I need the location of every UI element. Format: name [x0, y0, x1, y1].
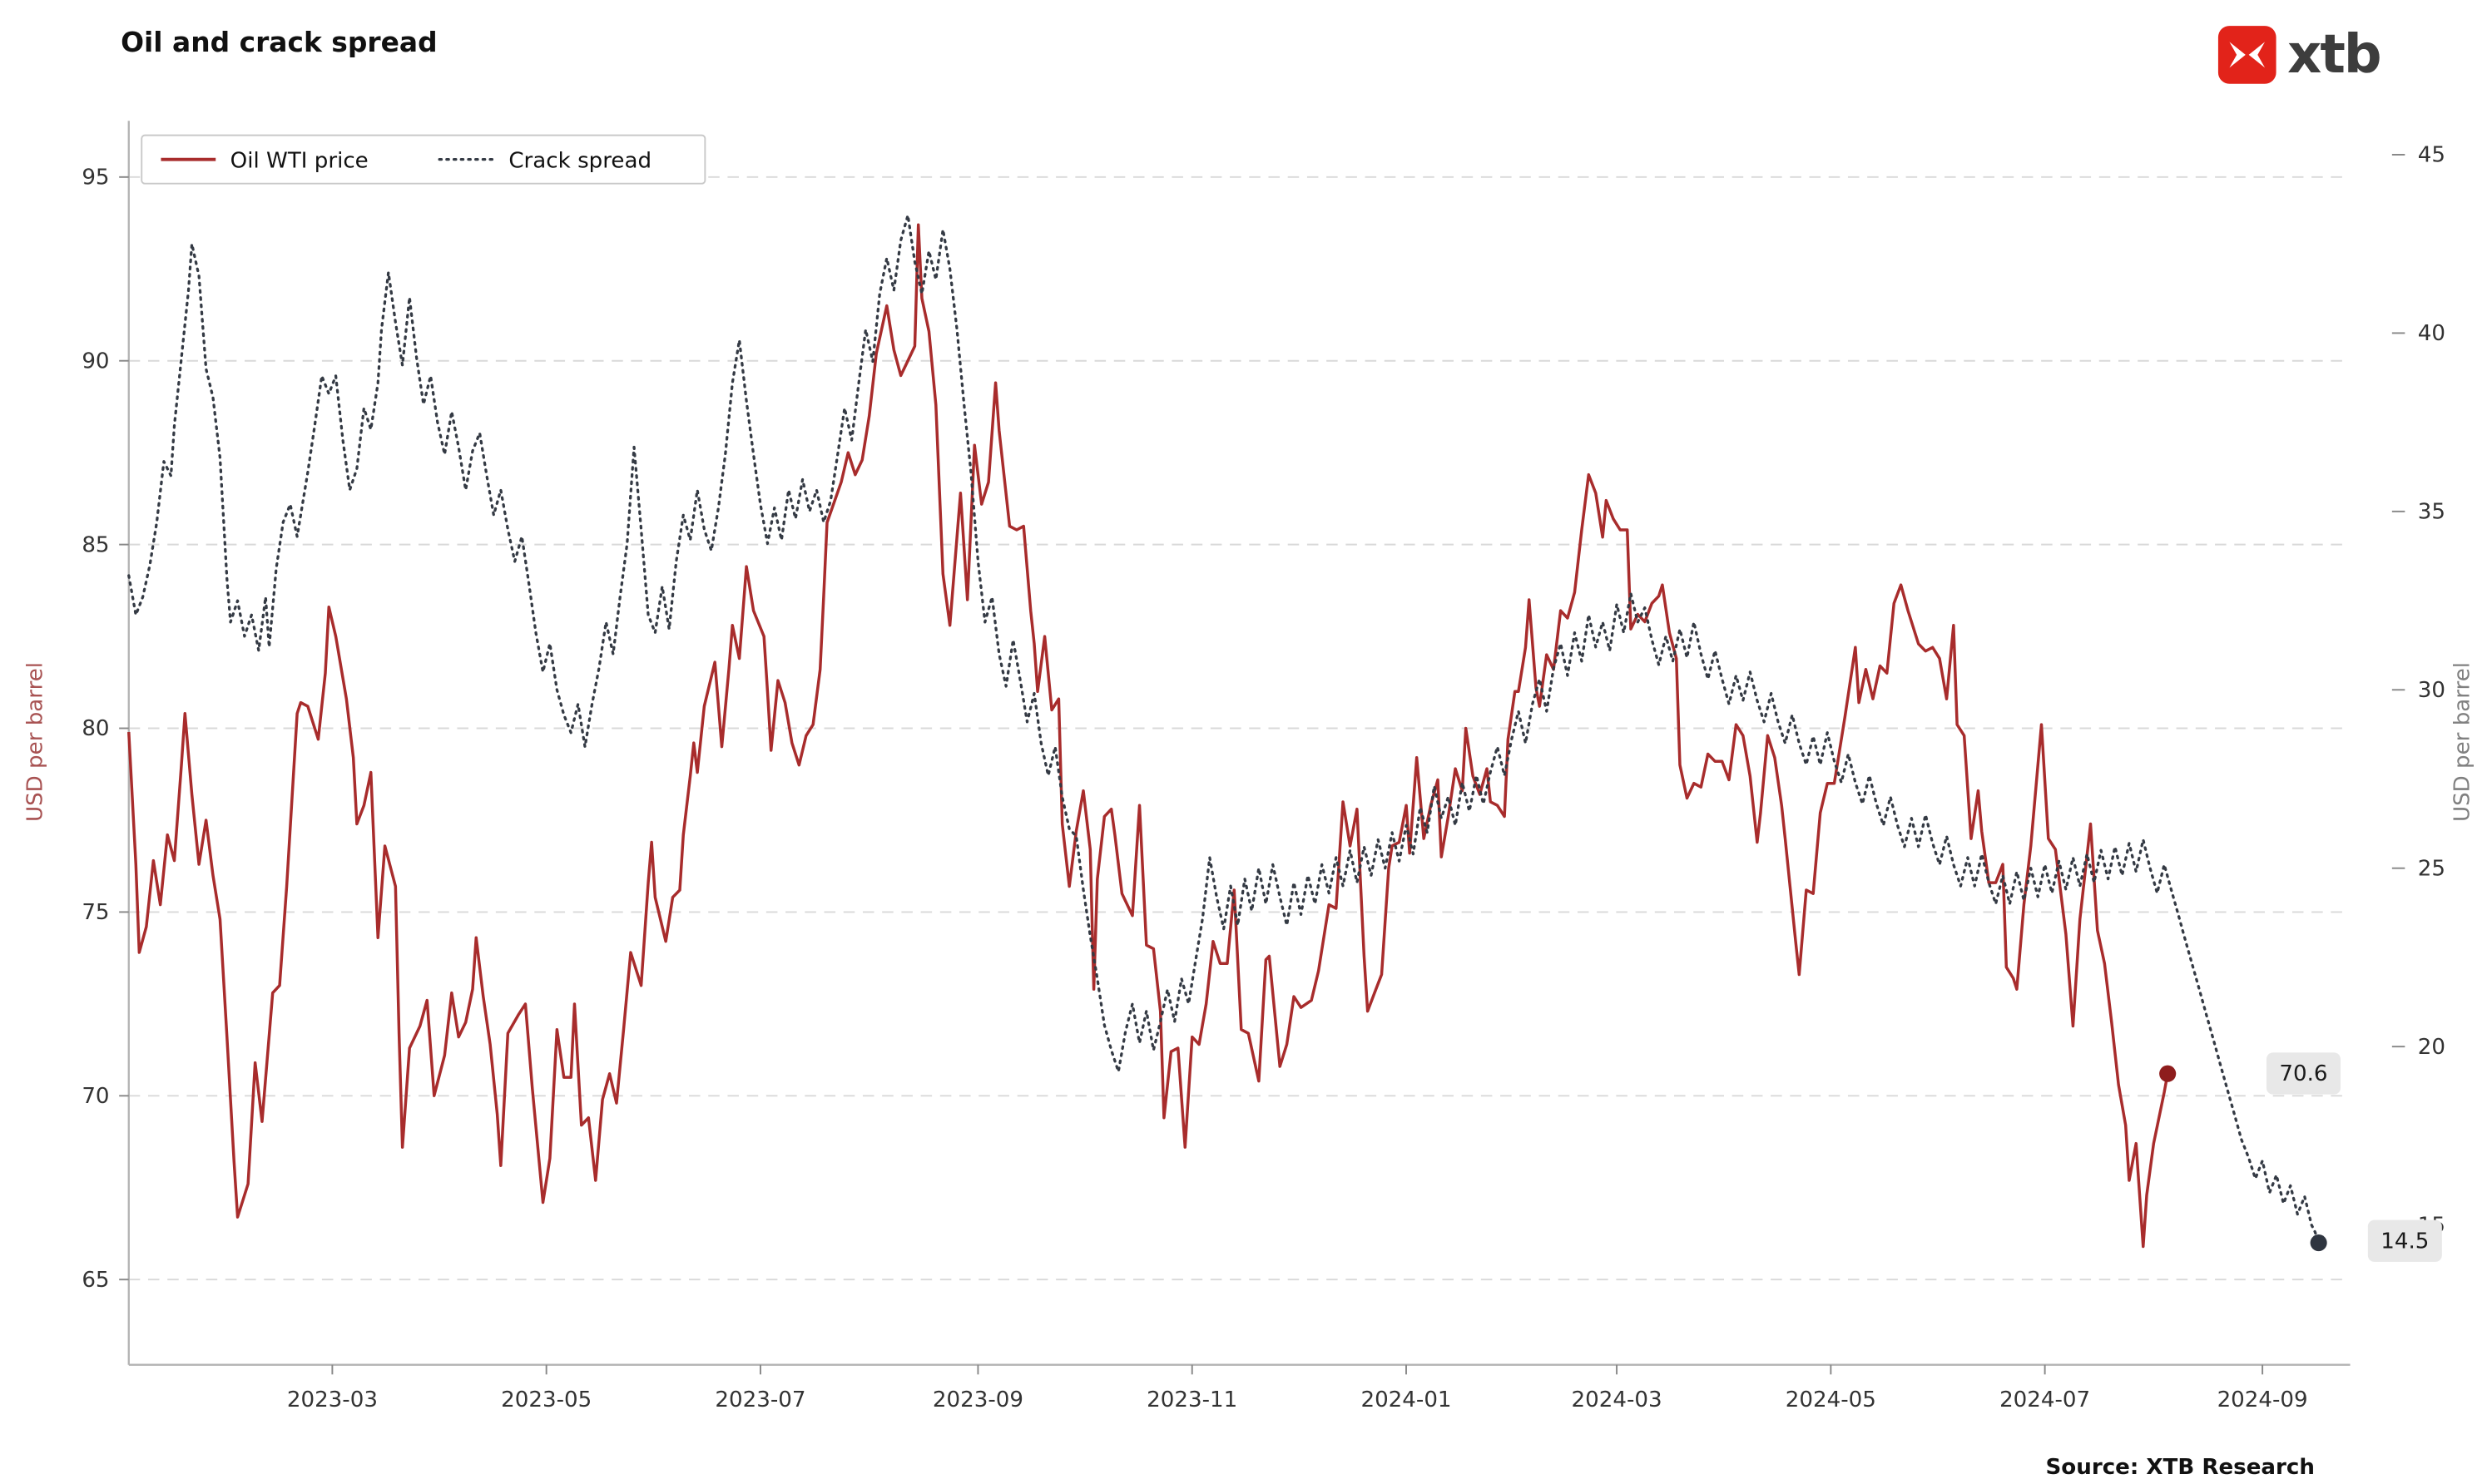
x-tick-label: 2024-03 — [1572, 1388, 1662, 1412]
end-value-annotations: 70.6 14.5 — [2266, 1052, 2442, 1262]
left-tick-label: 75 — [82, 900, 109, 925]
x-tick-label: 2023-07 — [715, 1388, 805, 1412]
x-tick-label: 2024-07 — [1999, 1388, 2090, 1412]
right-axis-ticks: 15202530354045 — [2391, 143, 2445, 1238]
left-tick-label: 65 — [82, 1268, 109, 1293]
left-tick-label: 90 — [82, 349, 109, 373]
x-tick-label: 2023-09 — [933, 1388, 1023, 1412]
wti-end-value-box — [2266, 1052, 2341, 1095]
legend-box — [141, 134, 706, 185]
series-lines — [127, 214, 2327, 1252]
left-tick-label: 80 — [82, 716, 109, 741]
chart-title: Oil and crack spread — [121, 26, 438, 58]
right-tick-label: 30 — [2418, 678, 2445, 703]
legend-wti-label: Oil WTI price — [230, 148, 369, 173]
crack-spread-line — [127, 214, 2321, 1244]
x-tick-label: 2023-11 — [1147, 1388, 1237, 1412]
right-tick-label: 20 — [2418, 1035, 2445, 1060]
left-axis-label: USD per barrel — [22, 662, 47, 822]
left-tick-label: 70 — [82, 1084, 109, 1109]
crack-end-value-box — [2367, 1219, 2442, 1262]
legend-crack-label: Crack spread — [508, 148, 651, 173]
x-tick-label: 2024-09 — [2217, 1388, 2308, 1412]
x-tick-label: 2024-05 — [1786, 1388, 1876, 1412]
left-axis-ticks: 65 70 75 80 85 90 95 — [82, 166, 129, 1293]
xtb-logo-mark — [2217, 26, 2276, 84]
left-tick-label: 95 — [82, 166, 109, 190]
crack-end-value-label: 14.5 — [2380, 1229, 2429, 1254]
xtb-logo-x-left-icon — [2229, 42, 2246, 68]
right-axis-label: USD per barrel — [2450, 662, 2475, 822]
right-tick-label: 35 — [2418, 500, 2445, 525]
wti-end-value-label: 70.6 — [2279, 1061, 2327, 1086]
xtb-logo-x-right-icon — [2248, 42, 2266, 68]
wti-price-line — [127, 223, 2169, 1249]
x-tick-label: 2023-05 — [501, 1388, 592, 1412]
right-tick-label: 25 — [2418, 856, 2445, 881]
x-tick-label: 2024-01 — [1360, 1388, 1451, 1412]
gridlines — [128, 176, 2351, 1281]
right-tick-label: 45 — [2418, 143, 2445, 168]
xtb-logo-text: xtb — [2287, 24, 2380, 86]
xtb-logo — [2217, 26, 2276, 84]
x-tick-label: 2023-03 — [287, 1388, 378, 1412]
source-credit: Source: XTB Research — [2046, 1455, 2315, 1480]
right-tick-label: 40 — [2418, 321, 2445, 346]
crack-end-dot — [2310, 1234, 2327, 1252]
left-tick-label: 85 — [82, 532, 109, 557]
legend: Oil WTI price Crack spread — [141, 134, 706, 185]
wti-end-dot — [2159, 1065, 2177, 1082]
x-axis-ticks: 2023-03 2023-05 2023-07 2023-09 2023-11 2024-… — [287, 1364, 2308, 1412]
